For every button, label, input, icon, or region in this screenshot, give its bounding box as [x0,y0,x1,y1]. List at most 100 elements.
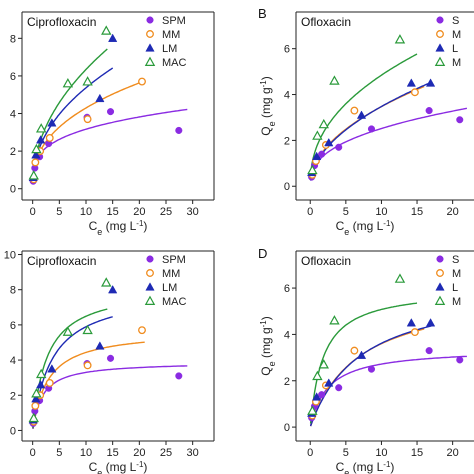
point-spm [367,365,376,373]
point-spm [318,391,326,399]
panel-letter: B [258,6,267,21]
legend-label-mac: MAC [162,57,187,69]
legend-label-spm: SPM [162,15,186,27]
x-tick-label: 10 [80,447,92,459]
point-lm [108,284,118,294]
fit-curve-spm [32,365,188,429]
point-lm [324,137,334,147]
x-tick-label: 25 [160,447,172,459]
fit-curve-spm [32,108,188,175]
y-tick-label: 0 [284,422,290,434]
legend-marker-spm [436,255,444,263]
y-tick-label: 8 [10,285,16,297]
legend-marker-lm [145,43,155,52]
point-lm [95,93,105,103]
point-mac [82,76,93,86]
point-lm [36,135,46,144]
legend-marker-mm [436,269,444,277]
point-lm [108,33,118,42]
fit-curve-lm [32,316,113,429]
point-mac [318,359,329,369]
legend-label-lm: LM [162,43,177,55]
x-axis-title: Ce (mg L-1) [89,460,148,474]
point-mac [318,118,329,129]
point-lm [356,350,367,359]
point-lm [356,110,367,119]
point-lm [406,78,416,87]
point-lm [425,318,436,327]
legend-marker-mac [434,295,446,305]
x-tick-label: 0 [30,206,36,218]
y-tick-label: 8 [10,33,16,45]
point-mac [62,78,74,88]
point-lm [312,151,322,161]
point-spm [335,143,343,151]
point-lm [47,118,57,127]
point-mac [312,370,323,381]
legend-marker-spm [146,16,154,24]
legend-marker-mac [144,295,156,305]
legend-label-spm: S [452,15,459,27]
fit-curve-spm [309,107,468,179]
point-spm [335,384,343,392]
point-mac [28,412,39,423]
y-tick-label: 2 [10,146,16,158]
point-mm [31,401,40,410]
point-lm [95,341,105,350]
point-mac [28,170,39,180]
x-tick-label: 0 [307,447,313,459]
x-tick-label: 30 [187,206,199,218]
point-mm [410,88,419,97]
y-tick-label: 4 [10,109,16,121]
fit-curve-mac [309,302,418,424]
legend-marker-mac [434,56,446,66]
x-tick-label: 10 [375,206,387,218]
legend-marker-mm [436,30,444,38]
x-tick-label: 5 [343,206,349,218]
point-spm [425,347,433,355]
fit-curve-mac [32,48,108,179]
point-lm [312,392,322,401]
point-mm [350,346,359,355]
legend-label-mm: MM [162,268,180,280]
point-mac [312,130,323,140]
point-spm [456,356,464,364]
panel-b: 0 5 10 15 20 0 2 4 6 Ce (mg L-1) Qe (mg g-1) B Oflox… [258,6,474,237]
point-mac [101,277,112,287]
fit-curve-mm [32,341,145,429]
legend-marker-lm [435,43,445,52]
point-mac [82,324,93,335]
point-spm [175,126,183,134]
point-spm [175,372,183,380]
point-mac [307,164,318,175]
point-mac [31,143,42,154]
x-axis-title: Ce (mg L-1) [336,460,395,474]
panel-a: 0 5 10 15 20 25 30 0 2 4 6 8 Ce (mg L-1) Ciprofloxaci… [10,11,215,237]
panel-title: Ciprofloxacin [27,15,96,29]
point-mm [31,158,40,167]
legend-label-lm: LM [162,282,177,294]
point-spm [106,354,115,362]
legend-label-lm: L [452,282,458,294]
x-tick-label: 15 [107,447,119,459]
point-mac [307,405,318,415]
point-mac [35,368,47,379]
x-tick-label: 5 [56,447,62,459]
legend-label-mac: M [452,57,461,69]
x-tick-label: 10 [375,447,387,459]
legend-marker-spm [146,255,154,263]
legend-label-lm: L [452,43,458,55]
x-tick-label: 20 [447,447,459,459]
y-axis-title: Qe (mg g-1) [259,316,278,376]
y-tick-label: 0 [284,181,290,193]
fit-curve-mac [32,308,108,428]
point-mac [101,25,112,35]
legend-marker-mm [146,269,154,277]
panel-title: Ofloxacin [301,254,351,268]
legend-label-mac: MAC [162,296,187,308]
legend-label-spm: SPM [162,254,186,266]
point-mac [31,388,42,398]
point-lm [47,364,57,373]
y-axis-title: Qe (mg g-1) [259,76,278,136]
x-tick-label: 20 [133,447,145,459]
